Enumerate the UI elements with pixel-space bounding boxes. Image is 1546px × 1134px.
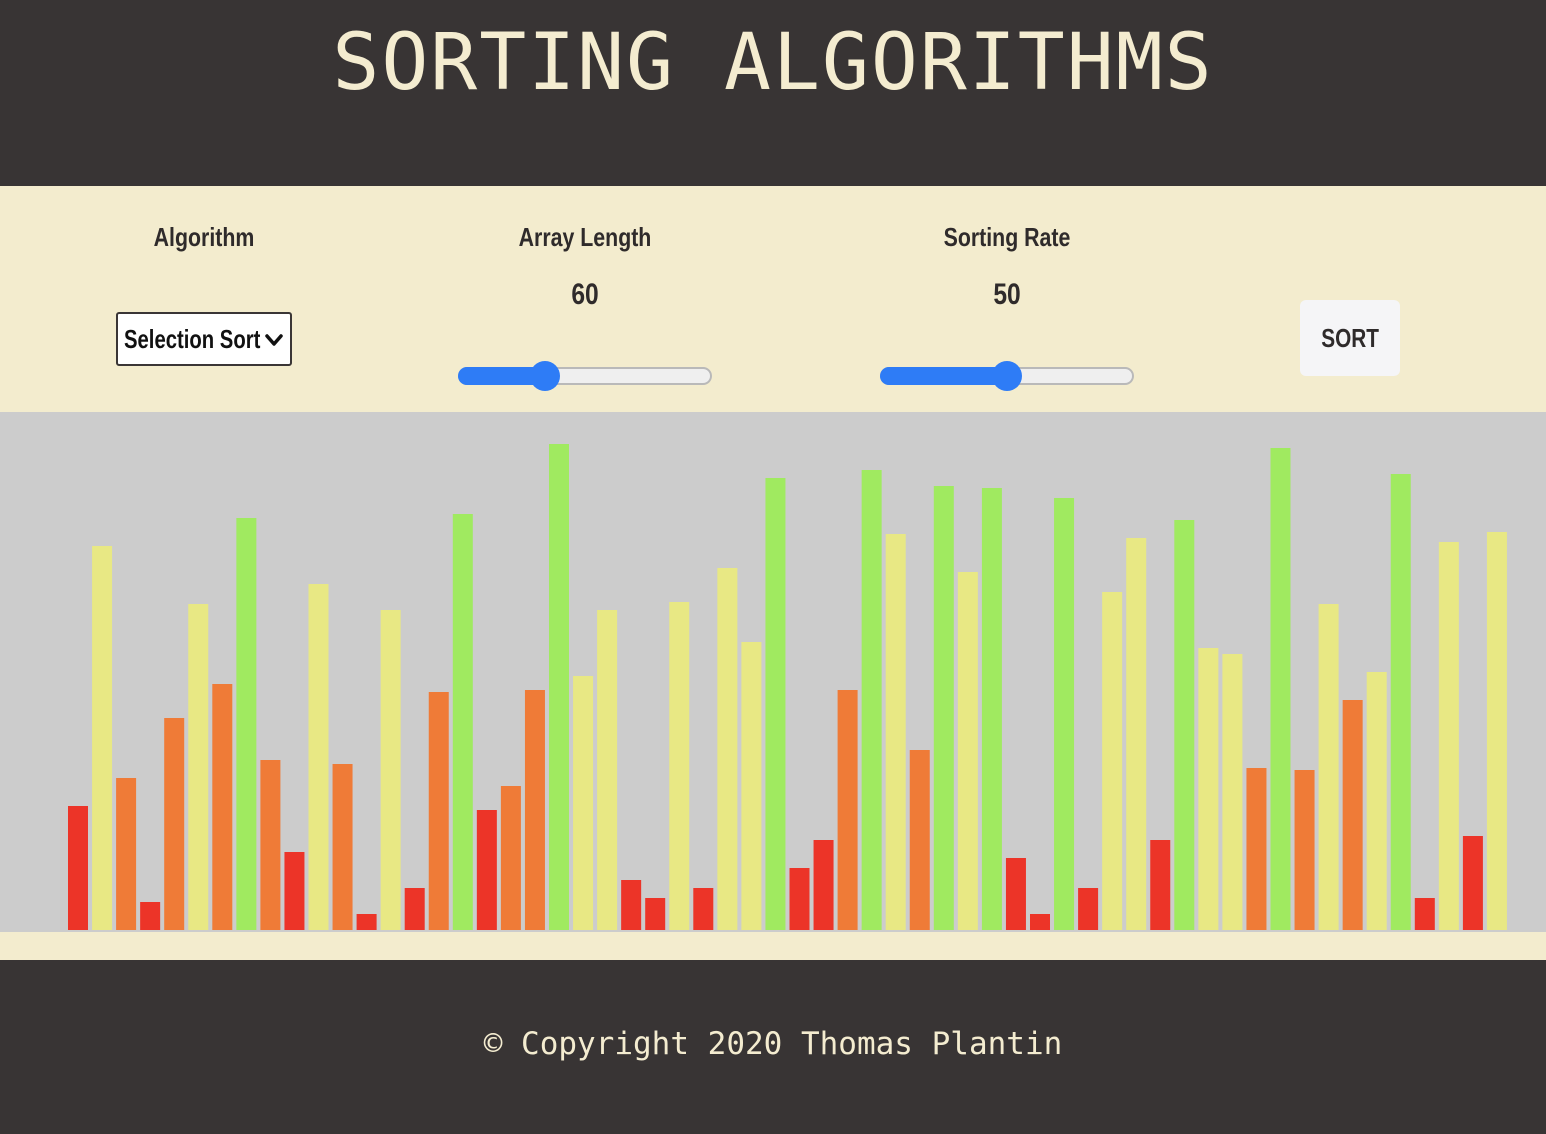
bar — [909, 750, 930, 930]
bar — [1342, 700, 1363, 930]
bar-chart — [0, 412, 1546, 932]
bar — [1030, 914, 1050, 930]
bar — [1486, 532, 1507, 930]
bar — [1054, 498, 1075, 930]
copyright-text: © Copyright 2020 Thomas Plantin — [483, 1026, 1063, 1062]
bar — [1270, 448, 1291, 930]
bar — [500, 786, 521, 930]
bar — [717, 568, 738, 930]
slider-thumb[interactable] — [992, 361, 1022, 391]
bar — [1246, 768, 1267, 930]
bar — [404, 888, 425, 930]
array-length-slider[interactable] — [458, 361, 712, 391]
slider-fill — [458, 367, 545, 385]
bar — [1222, 654, 1243, 930]
bar — [1462, 836, 1483, 930]
bar — [1174, 520, 1195, 930]
bar — [693, 888, 714, 930]
page-title: SORTING ALGORITHMS — [332, 18, 1214, 108]
bar — [813, 840, 834, 930]
bar — [861, 470, 882, 930]
bar — [116, 778, 137, 930]
bar — [1126, 538, 1147, 930]
bar — [1318, 604, 1339, 930]
bar — [476, 810, 497, 930]
bar — [1150, 840, 1171, 930]
algorithm-select-value: Selection Sort — [124, 324, 261, 354]
bar — [933, 486, 954, 930]
bar — [308, 584, 329, 930]
bar — [332, 764, 353, 930]
bar — [573, 676, 594, 930]
bar — [981, 488, 1002, 930]
bar — [356, 914, 377, 930]
bar — [164, 718, 185, 930]
bar — [1366, 672, 1387, 930]
bar — [1078, 888, 1099, 930]
bar — [92, 546, 113, 930]
bar — [1438, 542, 1459, 930]
bar — [765, 478, 786, 930]
algorithm-label: Algorithm — [153, 222, 255, 252]
bar — [380, 610, 401, 930]
bar — [597, 610, 618, 930]
sort-button-label: SORT — [1321, 322, 1379, 353]
header: SORTING ALGORITHMS — [0, 0, 1546, 186]
bar — [1102, 592, 1123, 930]
bar — [789, 868, 810, 930]
bar — [236, 518, 257, 930]
bar — [1198, 648, 1219, 930]
sorting-rate-value: 50 — [993, 278, 1021, 311]
sorting-rate-slider[interactable] — [880, 361, 1134, 391]
bar — [452, 514, 473, 930]
bar — [188, 604, 209, 930]
bar — [1414, 898, 1435, 930]
sorting-rate-label: Sorting Rate — [943, 222, 1071, 252]
bar — [549, 444, 569, 930]
bar-chart-svg — [68, 444, 1507, 930]
bar — [1390, 474, 1411, 930]
bar — [524, 690, 545, 930]
bar — [260, 760, 281, 930]
algorithm-select[interactable]: Selection Sort — [116, 312, 292, 366]
bar — [212, 684, 233, 930]
chart-baseline-strip — [0, 932, 1546, 960]
footer: © Copyright 2020 Thomas Plantin — [0, 960, 1546, 1134]
bar — [645, 898, 666, 930]
bar — [669, 602, 690, 930]
bar — [1294, 770, 1315, 930]
bar — [621, 880, 642, 930]
array-length-value: 60 — [571, 278, 599, 311]
array-length-label: Array Length — [518, 222, 652, 252]
controls-panel: Algorithm Selection Sort Array Length 60… — [0, 186, 1546, 412]
bar — [68, 806, 88, 930]
bar — [837, 690, 858, 930]
sort-button[interactable]: SORT — [1300, 300, 1400, 376]
slider-fill — [880, 367, 1007, 385]
bar — [741, 642, 762, 930]
bar — [957, 572, 978, 930]
bar — [1005, 858, 1026, 930]
slider-thumb[interactable] — [529, 361, 560, 391]
bar — [284, 852, 305, 930]
bar — [140, 902, 161, 930]
chevron-down-icon — [265, 334, 283, 346]
bar — [428, 692, 449, 930]
bar — [885, 534, 906, 930]
